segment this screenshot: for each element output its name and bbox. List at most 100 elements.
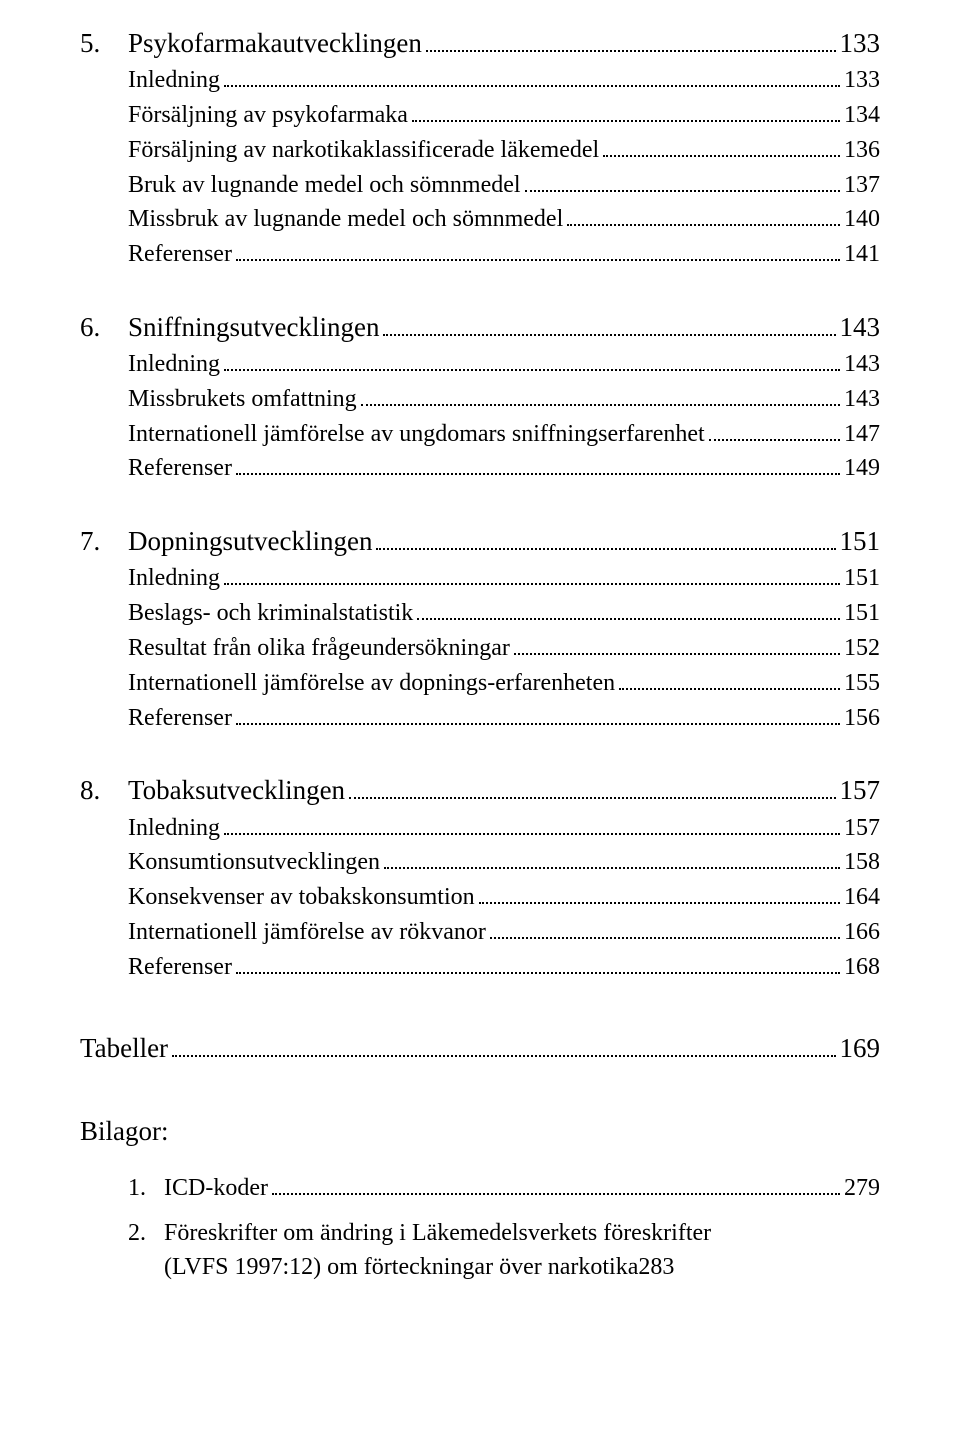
toc-entry: Inledning 151 <box>128 561 880 596</box>
entry-label: Konsekvenser av tobakskonsumtion <box>128 880 475 915</box>
page-number: 143 <box>840 308 881 347</box>
page-number: 141 <box>844 237 880 272</box>
entry-label: Inledning <box>128 811 220 846</box>
appendix-number: 1. <box>128 1171 164 1206</box>
appendix-entry: 2.Föreskrifter om ändring i Läkemedelsve… <box>80 1216 880 1286</box>
toc-entry: Försäljning av psykofarmaka 134 <box>128 98 880 133</box>
page-number: 133 <box>844 63 880 98</box>
entry-label: Försäljning av narkotikaklassificerade l… <box>128 133 599 168</box>
entry-label: Beslags- och kriminalstatistik <box>128 596 413 631</box>
toc-entry: Försäljning av narkotikaklassificerade l… <box>128 133 880 168</box>
entry-label: Missbruk av lugnande medel och sömnmedel <box>128 202 563 237</box>
page-number: 164 <box>844 880 880 915</box>
leader-dots <box>490 937 840 939</box>
page-number: 143 <box>844 347 880 382</box>
page-number: 147 <box>844 417 880 452</box>
toc-page: 5.Psykofarmakautvecklingen 133 Inledning… <box>0 0 960 1429</box>
leader-dots <box>236 972 840 974</box>
entry-label: Inledning <box>128 63 220 98</box>
entry-label: Konsumtionsutvecklingen <box>128 845 380 880</box>
section-number: 7. <box>80 522 128 561</box>
toc-entry: Konsumtionsutvecklingen 158 <box>128 845 880 880</box>
page-number: 157 <box>844 811 880 846</box>
page-number: 168 <box>844 950 880 985</box>
toc-entry: Internationell jämförelse av ungdomars s… <box>128 417 880 452</box>
toc-entry: Missbruk av lugnande medel och sömnmedel… <box>128 202 880 237</box>
leader-dots <box>619 688 840 690</box>
toc-entry: Internationell jämförelse av rökvanor 16… <box>128 915 880 950</box>
section-heading: 8.Tobaksutvecklingen 157 <box>80 771 880 810</box>
toc-entry: Referenser 141 <box>128 237 880 272</box>
toc-entry: Referenser 149 <box>128 451 880 486</box>
leader-dots <box>384 867 840 869</box>
leader-dots <box>514 653 840 655</box>
leader-dots <box>376 548 835 550</box>
section-heading: 7.Dopningsutvecklingen 151 <box>80 522 880 561</box>
page-number: 155 <box>844 666 880 701</box>
leader-dots <box>224 85 840 87</box>
entry-label: Referenser <box>128 451 232 486</box>
page-number: 156 <box>844 701 880 736</box>
section-number: 5. <box>80 24 128 63</box>
toc-entry: Missbrukets omfattning 143 <box>128 382 880 417</box>
leader-dots <box>272 1193 840 1195</box>
appendix-number: 2. <box>128 1216 164 1251</box>
appendix-label: ICD-koder <box>164 1175 268 1201</box>
entry-label: Tabeller <box>80 1029 168 1068</box>
page-number: 166 <box>844 915 880 950</box>
leader-dots <box>525 190 840 192</box>
section-title: Sniffningsutvecklingen <box>128 312 379 342</box>
page-number: 137 <box>844 168 880 203</box>
toc-entry: Resultat från olika frågeundersökningar … <box>128 631 880 666</box>
entry-label: Bruk av lugnande medel och sömnmedel <box>128 168 521 203</box>
leader-dots <box>224 833 840 835</box>
page-number: 133 <box>840 24 881 63</box>
toc-entry: Inledning 143 <box>128 347 880 382</box>
section-heading: 5.Psykofarmakautvecklingen 133 <box>80 24 880 63</box>
toc-entry: Bruk av lugnande medel och sömnmedel 137 <box>128 168 880 203</box>
leader-dots <box>426 50 836 52</box>
entry-label: Inledning <box>128 561 220 596</box>
leader-dots <box>709 439 840 441</box>
bilagor-heading: Bilagor: <box>80 1112 880 1151</box>
page-number: 134 <box>844 98 880 133</box>
page-number: 151 <box>844 596 880 631</box>
page-number: 158 <box>844 845 880 880</box>
section-number: 8. <box>80 771 128 810</box>
section-heading: 6.Sniffningsutvecklingen 143 <box>80 308 880 347</box>
leader-dots <box>236 259 840 261</box>
entry-label: Inledning <box>128 347 220 382</box>
leader-dots <box>361 404 840 406</box>
appendix-label-line1: Föreskrifter om ändring i Läkemedelsverk… <box>164 1220 711 1246</box>
page-number: 157 <box>840 771 881 810</box>
page-number: 140 <box>844 202 880 237</box>
leader-dots <box>567 224 840 226</box>
toc-entry: Internationell jämförelse av dopnings-er… <box>128 666 880 701</box>
page-number: 151 <box>840 522 881 561</box>
entry-label: Internationell jämförelse av dopnings-er… <box>128 666 615 701</box>
toc-entry: Beslags- och kriminalstatistik 151 <box>128 596 880 631</box>
appendix-entry: 1.ICD-koder 279 <box>128 1171 880 1206</box>
appendix-label-line2: (LVFS 1997:12) om förteckningar över nar… <box>164 1250 638 1285</box>
toc-entry: Referenser 156 <box>128 701 880 736</box>
section-title: Psykofarmakautvecklingen <box>128 28 422 58</box>
toc-entry: Referenser 168 <box>128 950 880 985</box>
toc-entry: Inledning 133 <box>128 63 880 98</box>
page-number: 143 <box>844 382 880 417</box>
leader-dots <box>172 1055 835 1057</box>
toc-entry: Konsekvenser av tobakskonsumtion 164 <box>128 880 880 915</box>
entry-label: Referenser <box>128 950 232 985</box>
page-number: 169 <box>840 1029 881 1068</box>
toc-entry: Inledning 157 <box>128 811 880 846</box>
section-number: 6. <box>80 308 128 347</box>
entry-label: Internationell jämförelse av ungdomars s… <box>128 417 705 452</box>
page-number: 149 <box>844 451 880 486</box>
leader-dots <box>236 723 840 725</box>
entry-label: Referenser <box>128 237 232 272</box>
tabeller-entry: Tabeller 169 <box>80 1029 880 1068</box>
page-number: 136 <box>844 133 880 168</box>
leader-dots <box>349 797 835 799</box>
entry-label: Resultat från olika frågeundersökningar <box>128 631 510 666</box>
entry-label: Referenser <box>128 701 232 736</box>
section-title: Tobaksutvecklingen <box>128 775 345 805</box>
